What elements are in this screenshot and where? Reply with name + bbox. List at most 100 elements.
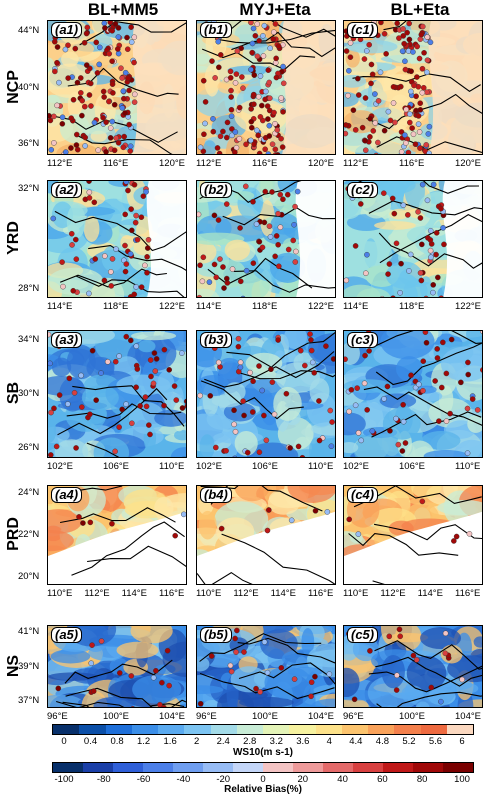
station-dot — [440, 339, 446, 346]
station-dot — [361, 56, 368, 62]
lon-tick-label: 104°E — [455, 711, 481, 722]
panel-label: (c4) — [347, 487, 379, 503]
station-dot — [269, 379, 276, 385]
station-dot — [397, 290, 403, 296]
station-dot — [259, 244, 266, 251]
station-dot — [128, 206, 134, 212]
station-dot — [264, 669, 271, 676]
lon-tick-label: 104°E — [308, 711, 334, 722]
lon-tick-label: 102°E — [196, 461, 222, 472]
station-dot — [232, 635, 238, 642]
boundary-line — [353, 486, 482, 508]
lon-tick-label: 112°E — [196, 158, 222, 169]
colorbar-tick-label: 4.4 — [349, 736, 363, 747]
boundary-line — [204, 351, 335, 388]
lon-tick-label: 118°E — [252, 301, 278, 312]
station-dot — [344, 130, 349, 137]
station-dot — [316, 398, 322, 404]
station-dot — [115, 25, 122, 31]
station-dot — [109, 58, 115, 65]
station-dot — [395, 441, 402, 448]
station-dot — [427, 39, 434, 46]
station-dot — [417, 215, 424, 221]
station-dot — [425, 131, 432, 137]
boundary-line — [59, 507, 176, 524]
station-dot — [394, 672, 400, 679]
station-dot — [329, 419, 335, 425]
lon-tick-label: 112°E — [380, 588, 406, 599]
station-dot — [415, 209, 421, 215]
station-dot — [111, 101, 118, 108]
colorbar-swatch — [173, 763, 203, 772]
station-dot — [197, 144, 204, 151]
lat-tick-label: 26°N — [18, 441, 40, 453]
station-dot — [367, 115, 373, 122]
station-dot — [272, 21, 279, 27]
sea-area — [146, 181, 186, 297]
lon-tick-label: 114°E — [343, 301, 369, 312]
colorbar-tick-label: -20 — [216, 774, 231, 785]
station-dot — [430, 289, 436, 296]
boundary-line — [371, 411, 482, 438]
field-patch — [88, 644, 126, 661]
station-dot — [413, 93, 419, 100]
station-dot — [347, 54, 354, 60]
station-dot — [428, 254, 434, 261]
map-panel-b3: (b3) — [196, 330, 336, 458]
boundary-line — [67, 67, 179, 97]
station-dot — [375, 98, 382, 104]
station-dot — [278, 665, 285, 671]
station-dot — [465, 371, 471, 378]
station-dot — [344, 122, 349, 128]
station-dot — [82, 134, 89, 141]
station-dot — [51, 38, 58, 45]
station-dot — [236, 104, 243, 111]
station-dot — [361, 380, 368, 387]
relative-bias-colorbar-title: Relative Bias(%) — [224, 784, 302, 795]
station-dot — [228, 94, 234, 100]
station-dot — [302, 362, 308, 369]
station-dot — [86, 290, 92, 297]
station-dot — [381, 190, 387, 197]
station-dot — [316, 437, 323, 444]
station-dot — [53, 443, 60, 450]
station-dot — [292, 259, 299, 265]
field-patch — [344, 698, 369, 707]
station-dot — [73, 256, 80, 262]
station-dot — [252, 33, 259, 39]
station-dot — [355, 531, 362, 537]
station-dot — [62, 46, 69, 53]
station-dot — [131, 181, 138, 188]
lat-tick-label: 30°N — [18, 388, 40, 399]
station-dot — [247, 369, 253, 376]
station-dot — [399, 48, 406, 54]
panel-label: (c1) — [347, 22, 379, 38]
field-patch — [197, 288, 220, 297]
station-dot — [254, 21, 261, 27]
station-dot — [403, 106, 409, 113]
station-dot — [103, 119, 109, 126]
colorbar-tick-label: 60 — [377, 774, 388, 785]
station-dot — [115, 34, 122, 40]
station-dot — [418, 31, 425, 38]
station-dot — [107, 21, 114, 26]
station-dot — [131, 91, 138, 98]
station-dot — [324, 509, 331, 515]
colorbar-swatch — [131, 725, 158, 734]
station-dot — [260, 33, 266, 39]
colorbar-swatch — [394, 725, 421, 734]
sea-area — [344, 511, 482, 584]
station-dot — [273, 233, 280, 239]
station-dot — [399, 448, 406, 454]
map-field — [344, 21, 482, 154]
station-dot — [420, 84, 427, 91]
field-patch — [344, 441, 359, 454]
boundary-line — [366, 93, 482, 130]
station-dot — [448, 336, 455, 343]
station-dot — [217, 256, 223, 262]
station-dot — [291, 676, 298, 682]
station-dot — [145, 236, 152, 243]
station-dot — [229, 132, 235, 139]
field-patch — [130, 626, 173, 644]
boundary-line — [376, 136, 482, 154]
